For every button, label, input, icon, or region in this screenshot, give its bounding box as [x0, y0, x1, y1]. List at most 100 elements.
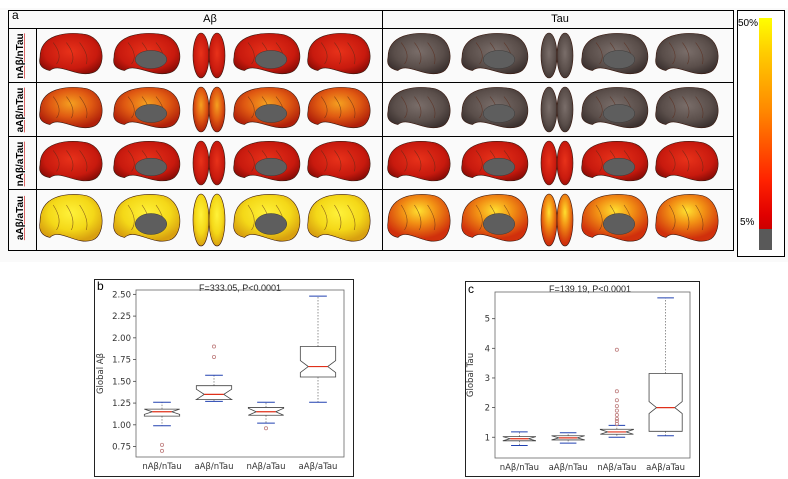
brain-sulcus-line [414, 42, 422, 65]
y-tick-label: 2 [485, 404, 490, 414]
box-4 [299, 295, 337, 403]
brain-lateral-view [39, 141, 103, 182]
brain-lateral-view [387, 87, 451, 129]
outlier-point [212, 344, 217, 349]
box-4 [648, 297, 683, 437]
brain-medial-wall [135, 104, 167, 123]
brain-sulcus-line [475, 42, 483, 65]
box-1 [502, 431, 537, 447]
y-axis-label: Global Aβ [96, 353, 106, 394]
x-tick-label: aAβ/aTau [646, 463, 685, 473]
brain-sulcus-line [475, 96, 483, 119]
brain-medial-wall [255, 157, 287, 177]
brain-medial-wall [603, 213, 635, 235]
brain-sulcus-line [320, 42, 328, 65]
brain-hemisphere-dorsal [192, 140, 210, 186]
brain-sulcus-line [79, 42, 88, 65]
brain-sulcus-line [475, 204, 483, 231]
brain-lateral-view [307, 194, 371, 242]
box-2 [194, 344, 234, 402]
brain-surface-renders [39, 32, 719, 247]
brain-sulcus-line [66, 204, 74, 231]
brain-sulcus-line [695, 42, 704, 65]
brain-hemisphere-dorsal [192, 193, 210, 247]
brain-medial-wall [483, 104, 515, 123]
x-tick-label: nAβ/nTau [500, 463, 539, 473]
x-tick-label: nAβ/aTau [597, 463, 636, 473]
brain-hemisphere-dorsal [192, 86, 210, 133]
brain-lateral-view [655, 87, 719, 129]
brain-sulcus-line [66, 42, 74, 65]
brain-sulcus-line [347, 204, 356, 231]
brain-lateral-view [387, 141, 451, 182]
outlier-point [614, 404, 619, 409]
brain-sulcus-line [127, 204, 135, 231]
x-tick-label: nAβ/nTau [142, 462, 181, 472]
brain-lateral-view [39, 194, 103, 242]
box-body [194, 385, 234, 400]
brain-sulcus-line [66, 96, 74, 119]
brain-sulcus-line [247, 96, 255, 119]
brain-sulcus-line [52, 204, 60, 231]
brain-lateral-view [307, 141, 371, 182]
brain-medial-wall [483, 213, 515, 235]
brain-sulcus-line [247, 150, 255, 172]
brain-sulcus-line [414, 204, 422, 231]
colorbar-max-label: 50% [738, 18, 759, 29]
brain-lateral-view [387, 194, 451, 242]
brain-hemisphere-dorsal [192, 32, 210, 79]
x-tick-label: aAβ/aTau [299, 462, 338, 472]
colorbar-min-label: 5% [740, 217, 755, 228]
brain-lateral-view [307, 33, 371, 75]
boxplot-panel-b [94, 279, 354, 477]
brain-sulcus-line [427, 96, 436, 119]
brain-sulcus-line [400, 42, 408, 65]
box-body [143, 408, 181, 417]
brain-sulcus-line [695, 150, 704, 172]
x-tick-label: aAβ/nTau [549, 463, 588, 473]
outlier-point [614, 408, 619, 413]
brain-medial-wall [135, 213, 167, 235]
box-body [648, 373, 683, 432]
row-divider [8, 189, 734, 190]
brain-sulcus-line [595, 42, 603, 65]
brain-sulcus-line [334, 150, 342, 172]
brain-sulcus-line [247, 204, 255, 231]
box-2 [551, 432, 585, 444]
brain-hemisphere-dorsal [556, 193, 574, 247]
brain-sulcus-line [79, 96, 88, 119]
brain-sulcus-line [347, 42, 356, 65]
brain-sulcus-line [475, 150, 483, 172]
brain-sulcus-line [427, 204, 436, 231]
brain-lateral-view [655, 33, 719, 75]
box-3 [599, 347, 634, 438]
brain-sulcus-line [334, 96, 342, 119]
box-3 [247, 401, 285, 431]
panel-b-letter: b [97, 279, 104, 293]
brain-sulcus-line [52, 42, 60, 65]
brain-medial-wall [255, 104, 287, 123]
brain-sulcus-line [595, 96, 603, 119]
brain-sulcus-line [79, 204, 88, 231]
brain-sulcus-line [682, 150, 690, 172]
brain-hemisphere-dorsal [540, 86, 558, 133]
column-divider [382, 10, 383, 251]
brain-sulcus-line [127, 42, 135, 65]
outlier-point [614, 389, 619, 394]
column-header-tau: Tau [551, 13, 569, 25]
brain-hemisphere-dorsal [556, 140, 574, 186]
brain-medial-wall [603, 157, 635, 177]
outlier-point [614, 416, 619, 421]
brain-sulcus-line [127, 96, 135, 119]
x-tick-label: nAβ/aTau [246, 462, 285, 472]
brain-medial-wall [255, 213, 287, 235]
brain-sulcus-line [427, 42, 436, 65]
brain-sulcus-line [400, 96, 408, 119]
brain-lateral-view [655, 141, 719, 182]
brain-sulcus-line [682, 204, 690, 231]
brain-sulcus-line [595, 150, 603, 172]
brain-sulcus-line [668, 204, 676, 231]
panel-c-stat: F=139.19, P<0.0001 [548, 284, 632, 294]
brain-hemisphere-dorsal [556, 86, 574, 133]
brain-sulcus-line [595, 204, 603, 231]
